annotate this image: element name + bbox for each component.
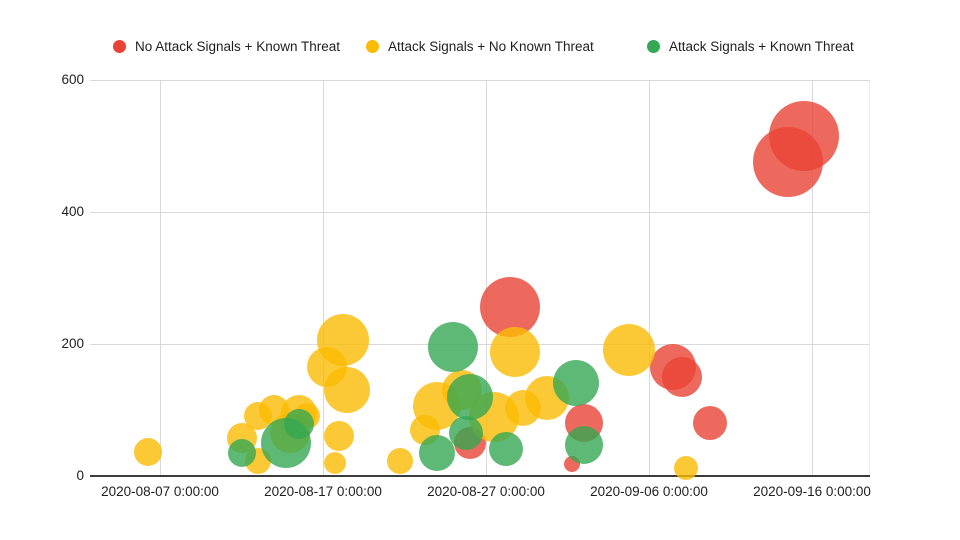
green-series-marker-icon: [647, 40, 660, 53]
bubble-attack-signals-known-threat[interactable]: [227, 439, 256, 468]
x-axis-tick-label: 2020-08-27 0:00:00: [427, 484, 545, 499]
bubble-attack-signals-known-threat[interactable]: [489, 432, 524, 467]
x-axis-tick-label: 2020-09-16 0:00:00: [753, 484, 871, 499]
plot-right-border: [869, 81, 870, 475]
v-gridline: [160, 81, 161, 475]
y-axis-tick-label: 200: [61, 335, 84, 351]
bubble-no-attack-signals-known-threat[interactable]: [661, 356, 702, 397]
bubble-attack-signals-known-threat[interactable]: [552, 360, 599, 407]
bubble-attack-signals-known-threat[interactable]: [446, 374, 493, 421]
v-gridline: [649, 81, 650, 475]
v-gridline: [812, 81, 813, 475]
y-axis-tick-label: 400: [61, 203, 84, 219]
bubble-attack-signals-known-threat[interactable]: [419, 435, 456, 472]
legend-label: No Attack Signals + Known Threat: [135, 39, 340, 54]
h-gridline: [90, 343, 870, 345]
x-axis-line: [90, 474, 870, 477]
bubble-no-attack-signals-known-threat[interactable]: [752, 127, 823, 198]
legend-item-attack-signals-no-known-threat: Attack Signals + No Known Threat: [366, 39, 594, 54]
v-gridline: [323, 81, 324, 475]
bubble-attack-signals-known-threat[interactable]: [283, 409, 314, 440]
v-gridline: [486, 81, 487, 475]
red-series-marker-icon: [113, 40, 126, 53]
legend-item-no-attack-signals-known-threat: No Attack Signals + Known Threat: [113, 39, 340, 54]
x-axis-tick-label: 2020-08-07 0:00:00: [101, 484, 219, 499]
y-axis-tick-label: 600: [61, 72, 84, 88]
x-axis-tick-label: 2020-09-06 0:00:00: [590, 484, 708, 499]
h-gridline: [90, 211, 870, 213]
bubble-attack-signals-no-known-threat[interactable]: [324, 420, 355, 451]
legend-label: Attack Signals + Known Threat: [669, 39, 854, 54]
legend-item-attack-signals-known-threat: Attack Signals + Known Threat: [647, 39, 854, 54]
bubble-attack-signals-no-known-threat[interactable]: [387, 448, 414, 474]
bubble-attack-signals-known-threat[interactable]: [448, 415, 483, 450]
y-axis-tick-label: 0: [76, 467, 84, 483]
legend-label: Attack Signals + No Known Threat: [388, 39, 594, 54]
h-gridline: [90, 80, 870, 82]
bubble-attack-signals-no-known-threat[interactable]: [324, 451, 347, 474]
x-axis-tick-label: 2020-08-17 0:00:00: [264, 484, 382, 499]
bubble-attack-signals-no-known-threat[interactable]: [324, 366, 371, 413]
chart-legend: No Attack Signals + Known Threat Attack …: [0, 0, 960, 60]
bubble-no-attack-signals-known-threat[interactable]: [693, 405, 728, 440]
bubble-attack-signals-known-threat[interactable]: [564, 426, 603, 465]
bubble-attack-signals-no-known-threat[interactable]: [489, 326, 540, 377]
bubble-attack-signals-known-threat[interactable]: [428, 321, 479, 372]
bubble-attack-signals-no-known-threat[interactable]: [673, 456, 698, 481]
bubble-attack-signals-no-known-threat[interactable]: [602, 323, 655, 376]
bubble-attack-signals-no-known-threat[interactable]: [133, 438, 162, 467]
yellow-series-marker-icon: [366, 40, 379, 53]
